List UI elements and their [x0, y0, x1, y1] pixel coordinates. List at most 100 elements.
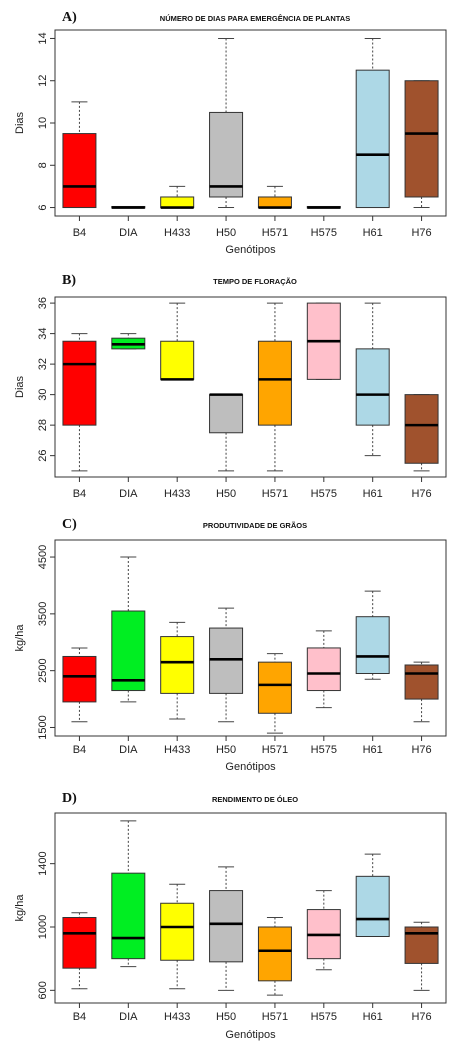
plot-frame	[54, 812, 447, 1004]
y-tick-label: 1000	[37, 915, 49, 939]
x-tick-label: H433	[164, 744, 190, 756]
x-tick-label: H50	[216, 744, 236, 756]
x-tick-label: DIA	[119, 488, 138, 500]
box-h50	[209, 393, 244, 472]
box-iqr	[355, 348, 390, 426]
x-tick-label: H76	[411, 744, 431, 756]
box-h571	[257, 302, 292, 472]
y-tick-label: 30	[37, 389, 49, 401]
box-dia	[111, 820, 146, 968]
x-tick-label: B4	[73, 1011, 86, 1023]
x-tick-label: H571	[262, 227, 288, 239]
box-iqr	[111, 872, 146, 960]
box-iqr	[160, 196, 195, 209]
box-dia	[111, 205, 146, 209]
y-tick-label: 34	[37, 327, 49, 339]
box-h76	[404, 80, 439, 209]
box-h575	[306, 302, 341, 380]
box-h433	[160, 185, 195, 209]
y-axis-title: Dias	[14, 112, 26, 135]
box-iqr	[404, 394, 439, 464]
x-tick-label: H575	[311, 227, 337, 239]
box-b4	[62, 101, 97, 209]
box-h50	[209, 37, 244, 209]
x-tick-label: DIA	[119, 744, 138, 756]
x-axis-title: Genótipos	[225, 244, 276, 256]
box-h50	[209, 866, 244, 991]
chart-title: PRODUTIVIDADE DE GRÃOS	[203, 521, 307, 530]
panel-d: D) RENDIMENTO DE ÓLEO 600 1000 1400 kg/ha B4 D…	[14, 791, 447, 1041]
x-tick-label: H575	[311, 488, 337, 500]
box-iqr	[209, 627, 244, 694]
box-b4	[62, 912, 97, 990]
y-axis-title: kg/ha	[14, 624, 26, 652]
x-axis-title: Genótipos	[225, 761, 276, 773]
box-iqr	[404, 80, 439, 198]
box-h575	[306, 205, 341, 209]
y-tick-label: 1500	[37, 715, 49, 739]
panel-a: A) NÚMERO DE DIAS PARA EMERGÊNCIA DE PLA…	[14, 10, 447, 256]
box-iqr	[209, 890, 244, 963]
box-iqr	[160, 636, 195, 694]
box-b4	[62, 333, 97, 472]
x-tick-label: H50	[216, 227, 236, 239]
panel-a-letter: A)	[62, 10, 77, 25]
plot-frame	[54, 539, 447, 737]
box-h76	[404, 661, 439, 723]
box-h76	[404, 921, 439, 991]
box-iqr	[209, 394, 244, 434]
box-h61	[355, 590, 390, 680]
y-tick-label: 28	[37, 419, 49, 431]
box-h433	[160, 302, 195, 381]
x-tick-label: H61	[363, 1011, 383, 1023]
box-h61	[355, 37, 390, 209]
y-tick-label: 6	[37, 204, 49, 210]
y-tick-label: 10	[37, 117, 49, 129]
y-tick-label: 12	[37, 75, 49, 87]
panel-c: C) PRODUTIVIDADE DE GRÃOS 1500 2500 3500 450…	[14, 517, 447, 773]
box-iqr	[404, 664, 439, 700]
y-tick-label: 1400	[37, 851, 49, 875]
x-tick-label: DIA	[119, 227, 138, 239]
box-iqr	[306, 647, 341, 692]
box-iqr	[160, 340, 195, 380]
x-tick-label: H571	[262, 488, 288, 500]
x-tick-label: H433	[164, 227, 190, 239]
box-b4	[62, 647, 97, 723]
x-tick-label: H76	[411, 1011, 431, 1023]
x-tick-label: H50	[216, 1011, 236, 1023]
x-tick-label: H571	[262, 744, 288, 756]
y-tick-label: 3500	[37, 602, 49, 626]
y-tick-label: 600	[37, 981, 49, 999]
y-tick-label: 2500	[37, 658, 49, 682]
y-tick-label: 26	[37, 450, 49, 462]
x-tick-label: B4	[73, 227, 86, 239]
box-h61	[355, 302, 390, 457]
box-iqr	[355, 616, 390, 675]
box-h571	[257, 917, 292, 996]
x-tick-label: H433	[164, 1011, 190, 1023]
y-tick-label: 36	[37, 297, 49, 309]
box-h571	[257, 653, 292, 734]
x-tick-label: H76	[411, 227, 431, 239]
box-h76	[404, 394, 439, 472]
x-tick-label: H433	[164, 488, 190, 500]
box-dia	[111, 556, 146, 703]
x-tick-label: H50	[216, 488, 236, 500]
box-iqr	[160, 902, 195, 961]
y-tick-label: 4500	[37, 545, 49, 569]
box-iqr	[62, 133, 97, 209]
x-tick-label: H61	[363, 744, 383, 756]
box-iqr	[62, 340, 97, 426]
panel-c-letter: C)	[62, 517, 77, 532]
box-iqr	[257, 340, 292, 426]
box-iqr	[355, 69, 390, 209]
box-iqr	[257, 926, 292, 982]
y-axis-title: kg/ha	[14, 894, 26, 922]
x-axis-title: Genótipos	[225, 1029, 276, 1041]
box-iqr	[355, 875, 390, 938]
panel-b-letter: B)	[62, 273, 76, 288]
x-tick-label: H76	[411, 488, 431, 500]
y-axis-title: Dias	[14, 376, 26, 399]
